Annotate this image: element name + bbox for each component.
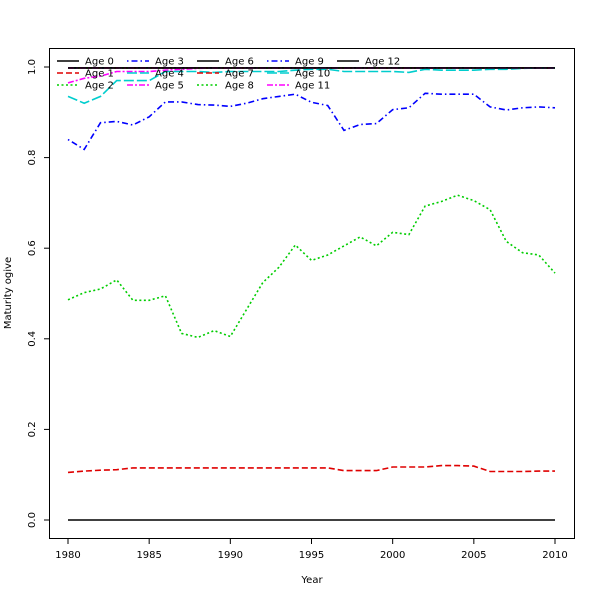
x-axis-label: Year — [300, 575, 323, 586]
x-tick-label: 2010 — [542, 550, 567, 561]
y-axis-label: Maturity ogive — [3, 257, 14, 329]
legend-label: Age 9 — [295, 57, 324, 68]
y-tick-label: 0.8 — [27, 150, 38, 166]
y-tick-label: 0.0 — [27, 512, 38, 528]
legend-label: Age 0 — [85, 57, 114, 68]
y-tick-label: 1.0 — [27, 59, 38, 75]
legend-label: Age 7 — [225, 69, 254, 80]
y-tick-label: 0.4 — [27, 331, 38, 347]
series-layer — [67, 67, 556, 521]
series-line-age-10 — [67, 67, 555, 105]
y-tick-label: 0.2 — [27, 421, 38, 437]
legend-label: Age 4 — [155, 69, 184, 80]
legend-label: Age 11 — [295, 81, 330, 92]
series-line-age-2 — [67, 194, 556, 339]
x-axis: 1980 1985 1990 1995 2000 2005 2010 — [55, 538, 568, 561]
legend-label: Age 3 — [155, 57, 184, 68]
x-tick-label: 2005 — [461, 550, 486, 561]
x-tick-label: 2000 — [380, 550, 405, 561]
series-line-age-9 — [67, 92, 556, 151]
x-tick-label: 1995 — [299, 550, 324, 561]
legend-label: Age 6 — [225, 57, 254, 68]
legend-label: Age 2 — [85, 81, 114, 92]
legend-label: Age 10 — [295, 69, 330, 80]
x-tick-label: 1980 — [55, 550, 80, 561]
y-axis: 0.0 0.2 0.4 0.6 0.8 1.0 — [27, 59, 50, 528]
series-line-age-1 — [67, 464, 555, 474]
x-tick-label: 1990 — [218, 550, 243, 561]
legend-label: Age 8 — [225, 81, 254, 92]
plot-frame — [49, 48, 575, 539]
legend-label: Age 5 — [155, 81, 184, 92]
legend-label: Age 1 — [85, 69, 114, 80]
y-tick-label: 0.6 — [27, 240, 38, 256]
legend-label: Age 12 — [365, 57, 400, 68]
x-tick-label: 1985 — [136, 550, 161, 561]
